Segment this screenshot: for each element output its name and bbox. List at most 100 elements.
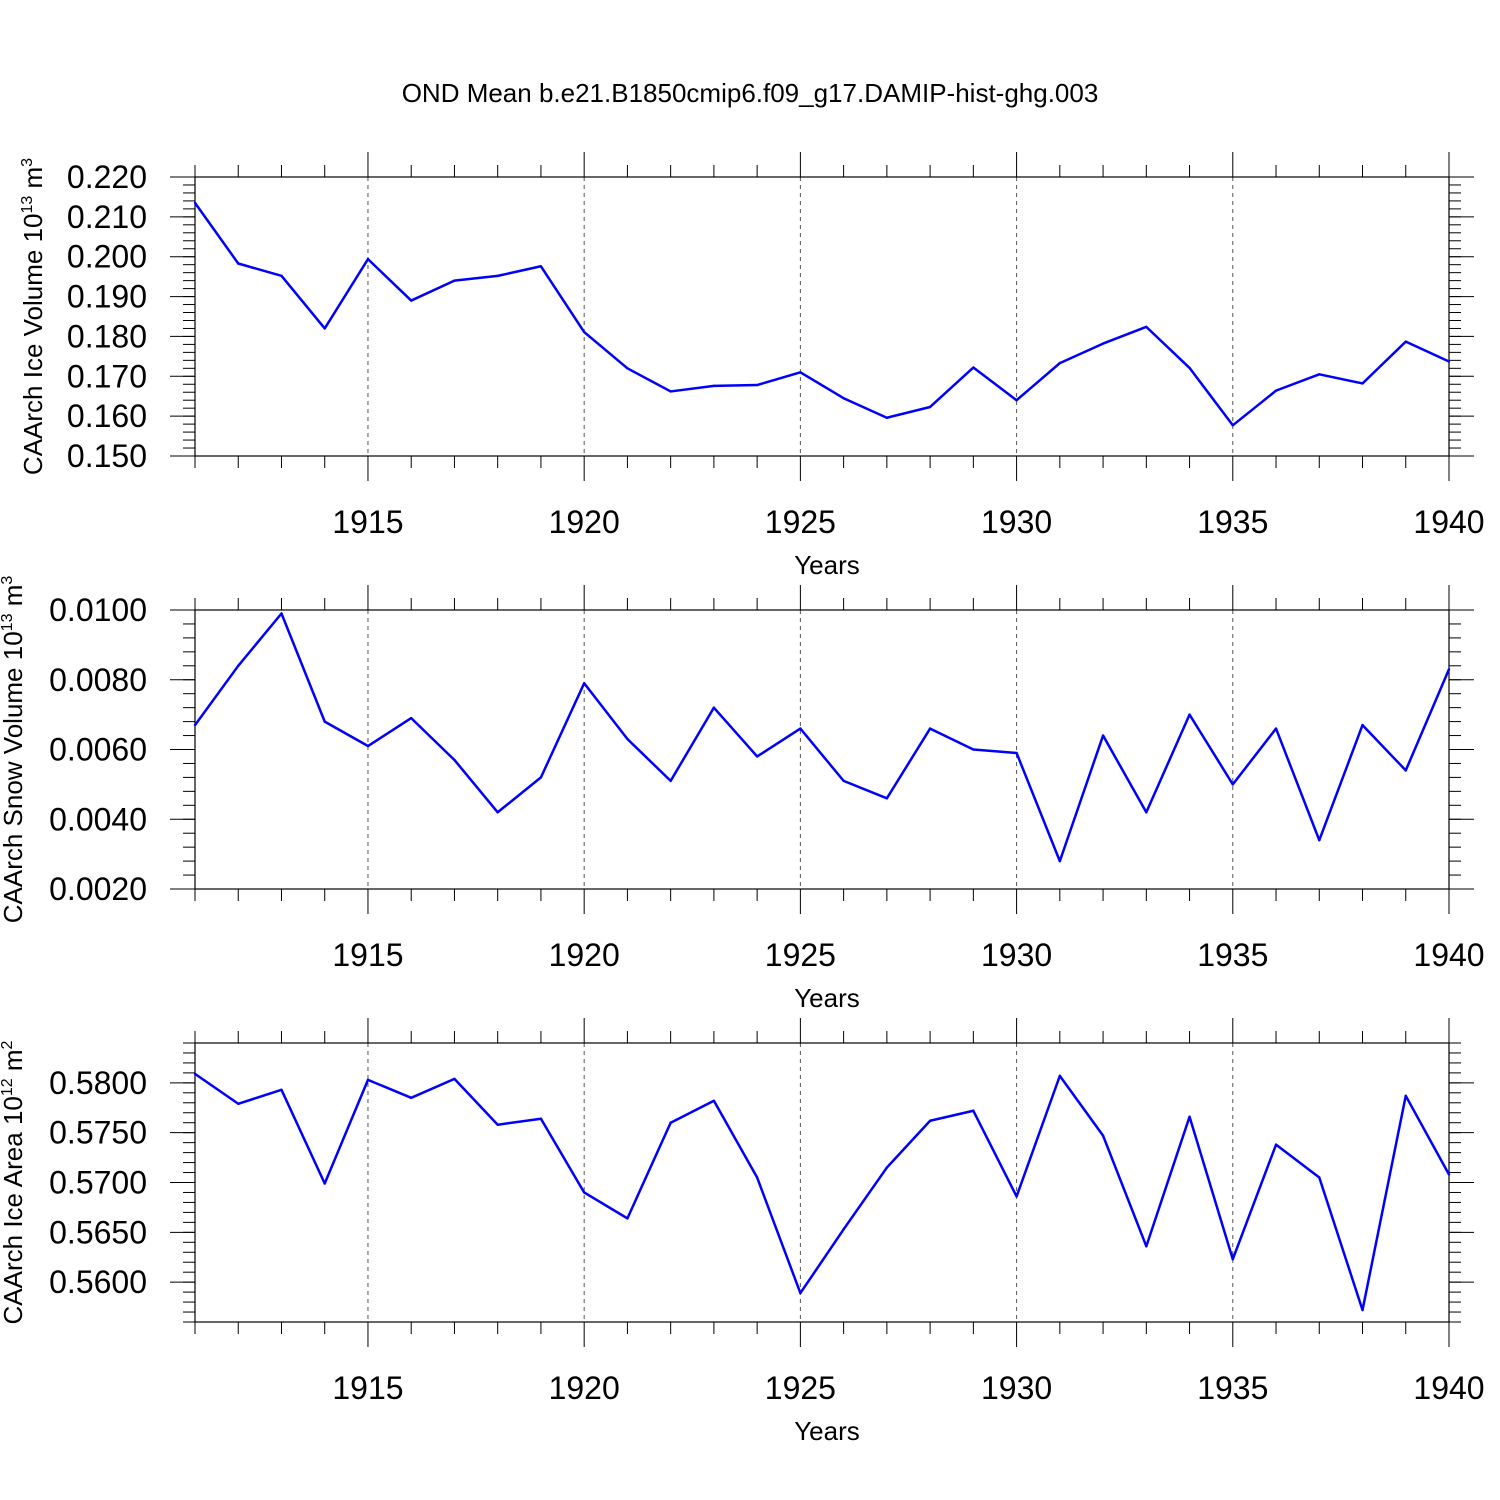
data-point: [842, 397, 845, 400]
data-point: [539, 776, 543, 779]
x-tick-label: 1915: [332, 504, 403, 540]
data-point: [1318, 838, 1321, 842]
data-point: [193, 723, 197, 727]
y-axis-title-part: m: [0, 585, 28, 614]
data-point: [1015, 751, 1018, 755]
y-tick-label: 0.210: [67, 199, 147, 235]
data-point: [453, 279, 456, 282]
data-point: [842, 1228, 845, 1231]
data-point: [280, 1088, 283, 1092]
y-tick-label: 0.190: [67, 279, 147, 315]
data-point: [1274, 389, 1278, 392]
data-point: [972, 1109, 975, 1112]
panel-2: 1915 1920 1925 1930 1935 1940 0.0020 0.0040 0.00…: [0, 576, 1485, 1013]
data-point: [755, 1176, 759, 1179]
data-point: [582, 330, 586, 334]
y-axis-title-part: CAArch Snow Volume 10: [0, 631, 28, 923]
y-axis-title: CAArch Ice Volume 1013 m3: [18, 158, 48, 475]
x-axis-title: Years: [794, 983, 860, 1013]
data-point: [453, 758, 456, 762]
y-tick-label: 0.0080: [49, 662, 147, 698]
data-point: [712, 706, 716, 709]
data-point: [1058, 361, 1062, 365]
y-axis-title-superscript: 13: [19, 196, 36, 214]
data-point: [885, 1166, 889, 1169]
data-point: [885, 797, 889, 800]
data-point: [539, 265, 543, 268]
data-point: [1145, 1245, 1148, 1248]
data-point: [755, 383, 759, 387]
data-point: [928, 1119, 932, 1122]
x-tick-label: 1925: [765, 504, 836, 540]
data-point: [885, 416, 889, 419]
data-point: [799, 1291, 802, 1295]
y-tick-label: 0.5750: [49, 1115, 147, 1151]
y-tick-label: 0.200: [67, 239, 147, 275]
x-tick-label: 1930: [981, 1370, 1052, 1406]
data-point: [496, 811, 499, 814]
data-point: [410, 1096, 413, 1100]
data-point: [626, 367, 629, 370]
y-tick-label: 0.0100: [49, 592, 147, 628]
data-point: [193, 201, 197, 205]
data-point: [1404, 340, 1407, 343]
data-point: [280, 612, 283, 615]
data-point: [1274, 727, 1278, 730]
data-point: [582, 682, 586, 685]
plot-frame: [194, 176, 1450, 457]
data-point: [366, 1078, 370, 1082]
data-point: [1058, 1074, 1062, 1078]
data-point: [1447, 668, 1451, 671]
data-point: [582, 1191, 586, 1194]
series-line: [194, 1072, 1451, 1312]
data-point: [669, 390, 672, 393]
x-tick-label: 1915: [332, 1370, 403, 1406]
x-tick-label: 1930: [981, 504, 1052, 540]
y-tick-label: 0.5700: [49, 1165, 147, 1201]
y-axis-title: CAArch Ice Area 1012 m2: [0, 1040, 28, 1324]
y-axis-title-superscript: 3: [19, 158, 36, 167]
data-point: [1318, 373, 1321, 376]
data-point: [928, 727, 932, 730]
data-point: [972, 748, 975, 751]
y-axis-title: CAArch Snow Volume 1013 m3: [0, 576, 28, 924]
y-axis-title-superscript: 13: [0, 613, 16, 631]
data-point: [193, 1072, 197, 1076]
data-point: [712, 384, 716, 388]
data-point: [1145, 325, 1148, 329]
data-point: [366, 744, 370, 748]
data-point: [842, 779, 845, 783]
data-point: [1404, 769, 1407, 772]
data-point: [1274, 1143, 1278, 1146]
y-tick-label: 0.5600: [49, 1264, 147, 1300]
series-line: [193, 202, 1450, 427]
x-tick-label: 1925: [765, 937, 836, 973]
y-axis-title-part: CAArch Ice Area 10: [0, 1096, 28, 1324]
data-point: [626, 737, 629, 741]
data-point: [410, 299, 413, 302]
y-axis-title-superscript: 12: [0, 1078, 16, 1096]
data-point: [928, 405, 932, 409]
x-tick-label: 1935: [1197, 504, 1268, 540]
data-point: [669, 779, 672, 783]
data-point: [410, 716, 413, 720]
y-tick-label: 0.220: [67, 159, 147, 195]
data-point: [972, 366, 975, 369]
y-tick-label: 0.5800: [49, 1065, 147, 1101]
x-tick-label: 1930: [981, 937, 1052, 973]
data-point: [1318, 1176, 1321, 1179]
x-tick-label: 1940: [1413, 1370, 1484, 1406]
data-point: [1101, 1134, 1105, 1137]
x-tick-label: 1940: [1413, 504, 1484, 540]
data-point: [799, 727, 802, 730]
y-tick-label: 0.160: [67, 398, 147, 434]
y-axis-title-part: m: [0, 1049, 28, 1078]
data-point: [323, 327, 326, 330]
y-axis-title-part: m: [18, 167, 48, 196]
y-axis-title-superscript: 3: [0, 576, 16, 585]
data-point: [237, 664, 240, 667]
y-tick-label: 0.5650: [49, 1214, 147, 1250]
data-point: [1447, 360, 1451, 363]
